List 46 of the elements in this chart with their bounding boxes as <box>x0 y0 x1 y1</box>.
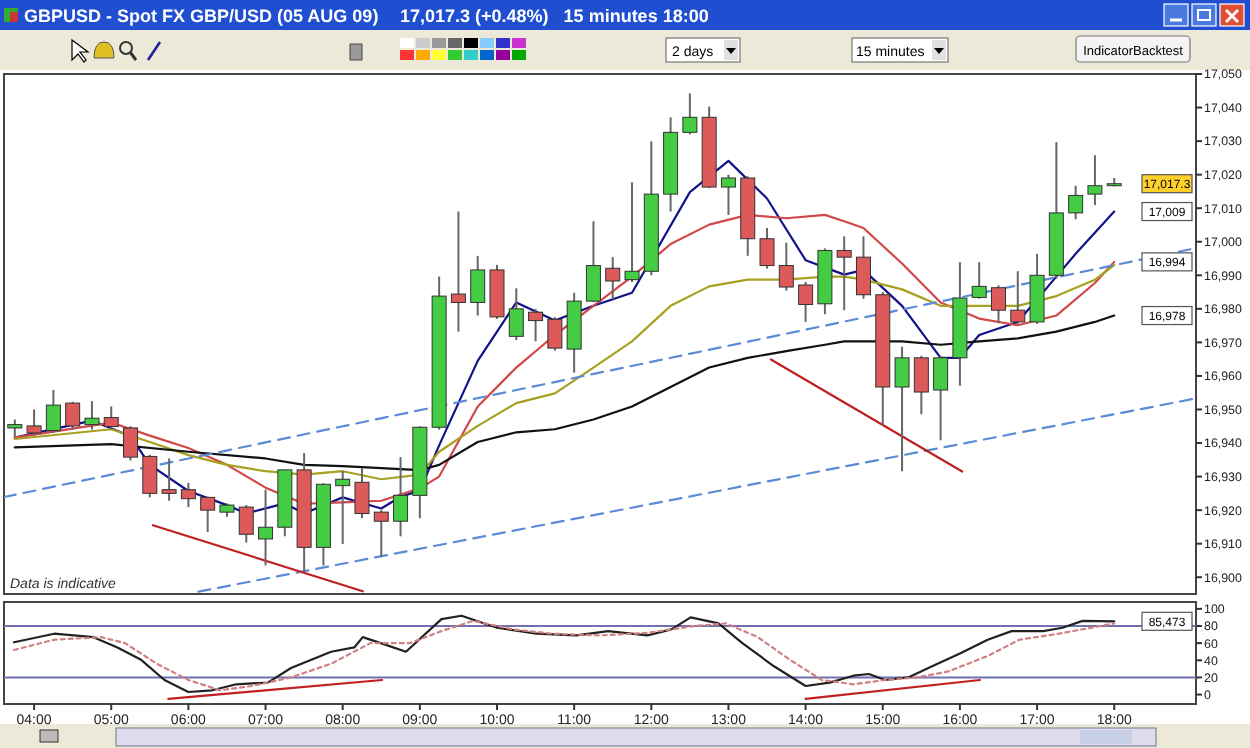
candlestick <box>624 181 640 283</box>
candlestick <box>1010 270 1026 325</box>
candlestick <box>450 210 466 333</box>
candlestick <box>836 235 852 312</box>
candlestick <box>335 470 351 546</box>
candlestick <box>913 354 929 416</box>
candlestick <box>1087 154 1103 207</box>
line-series <box>13 314 1116 472</box>
candlestick <box>103 405 119 431</box>
candlestick <box>258 488 274 567</box>
candlestick <box>393 456 409 538</box>
candlestick <box>855 235 871 300</box>
candlestick <box>605 256 621 301</box>
candlestick <box>354 467 370 520</box>
candlestick <box>720 173 736 216</box>
candlestick <box>528 307 544 343</box>
candlestick <box>682 92 698 136</box>
candlestick <box>489 263 505 320</box>
candlestick <box>990 284 1006 325</box>
candlestick <box>142 453 158 499</box>
candlestick <box>180 481 196 509</box>
candlestick <box>238 504 254 544</box>
candlestick <box>200 495 216 533</box>
candlestick <box>547 316 563 352</box>
candlestick <box>1068 184 1084 221</box>
candlestick <box>778 241 794 292</box>
chart-title: GBPUSD - Spot FX GBP/USD (05 AUG 09) <box>24 6 379 26</box>
candlestick <box>84 400 100 431</box>
line-series <box>13 213 1116 505</box>
candlestick <box>894 345 910 473</box>
candlestick <box>26 408 42 437</box>
candlestick <box>798 281 814 323</box>
candlestick <box>508 287 524 342</box>
candlestick <box>45 389 61 434</box>
candlestick <box>123 425 139 462</box>
candlestick <box>373 509 389 559</box>
candlestick <box>971 261 987 300</box>
candlestick <box>161 457 177 502</box>
candlestick <box>470 254 486 317</box>
candlestick <box>1029 252 1045 325</box>
candlestick <box>933 354 949 442</box>
candlestick <box>585 220 601 304</box>
candlestick <box>65 400 81 431</box>
candlestick <box>566 291 582 374</box>
chart-subtitle: 17,017.3 (+0.48%) 15 minutes 18:00 <box>400 6 709 26</box>
candlestick <box>759 226 775 270</box>
